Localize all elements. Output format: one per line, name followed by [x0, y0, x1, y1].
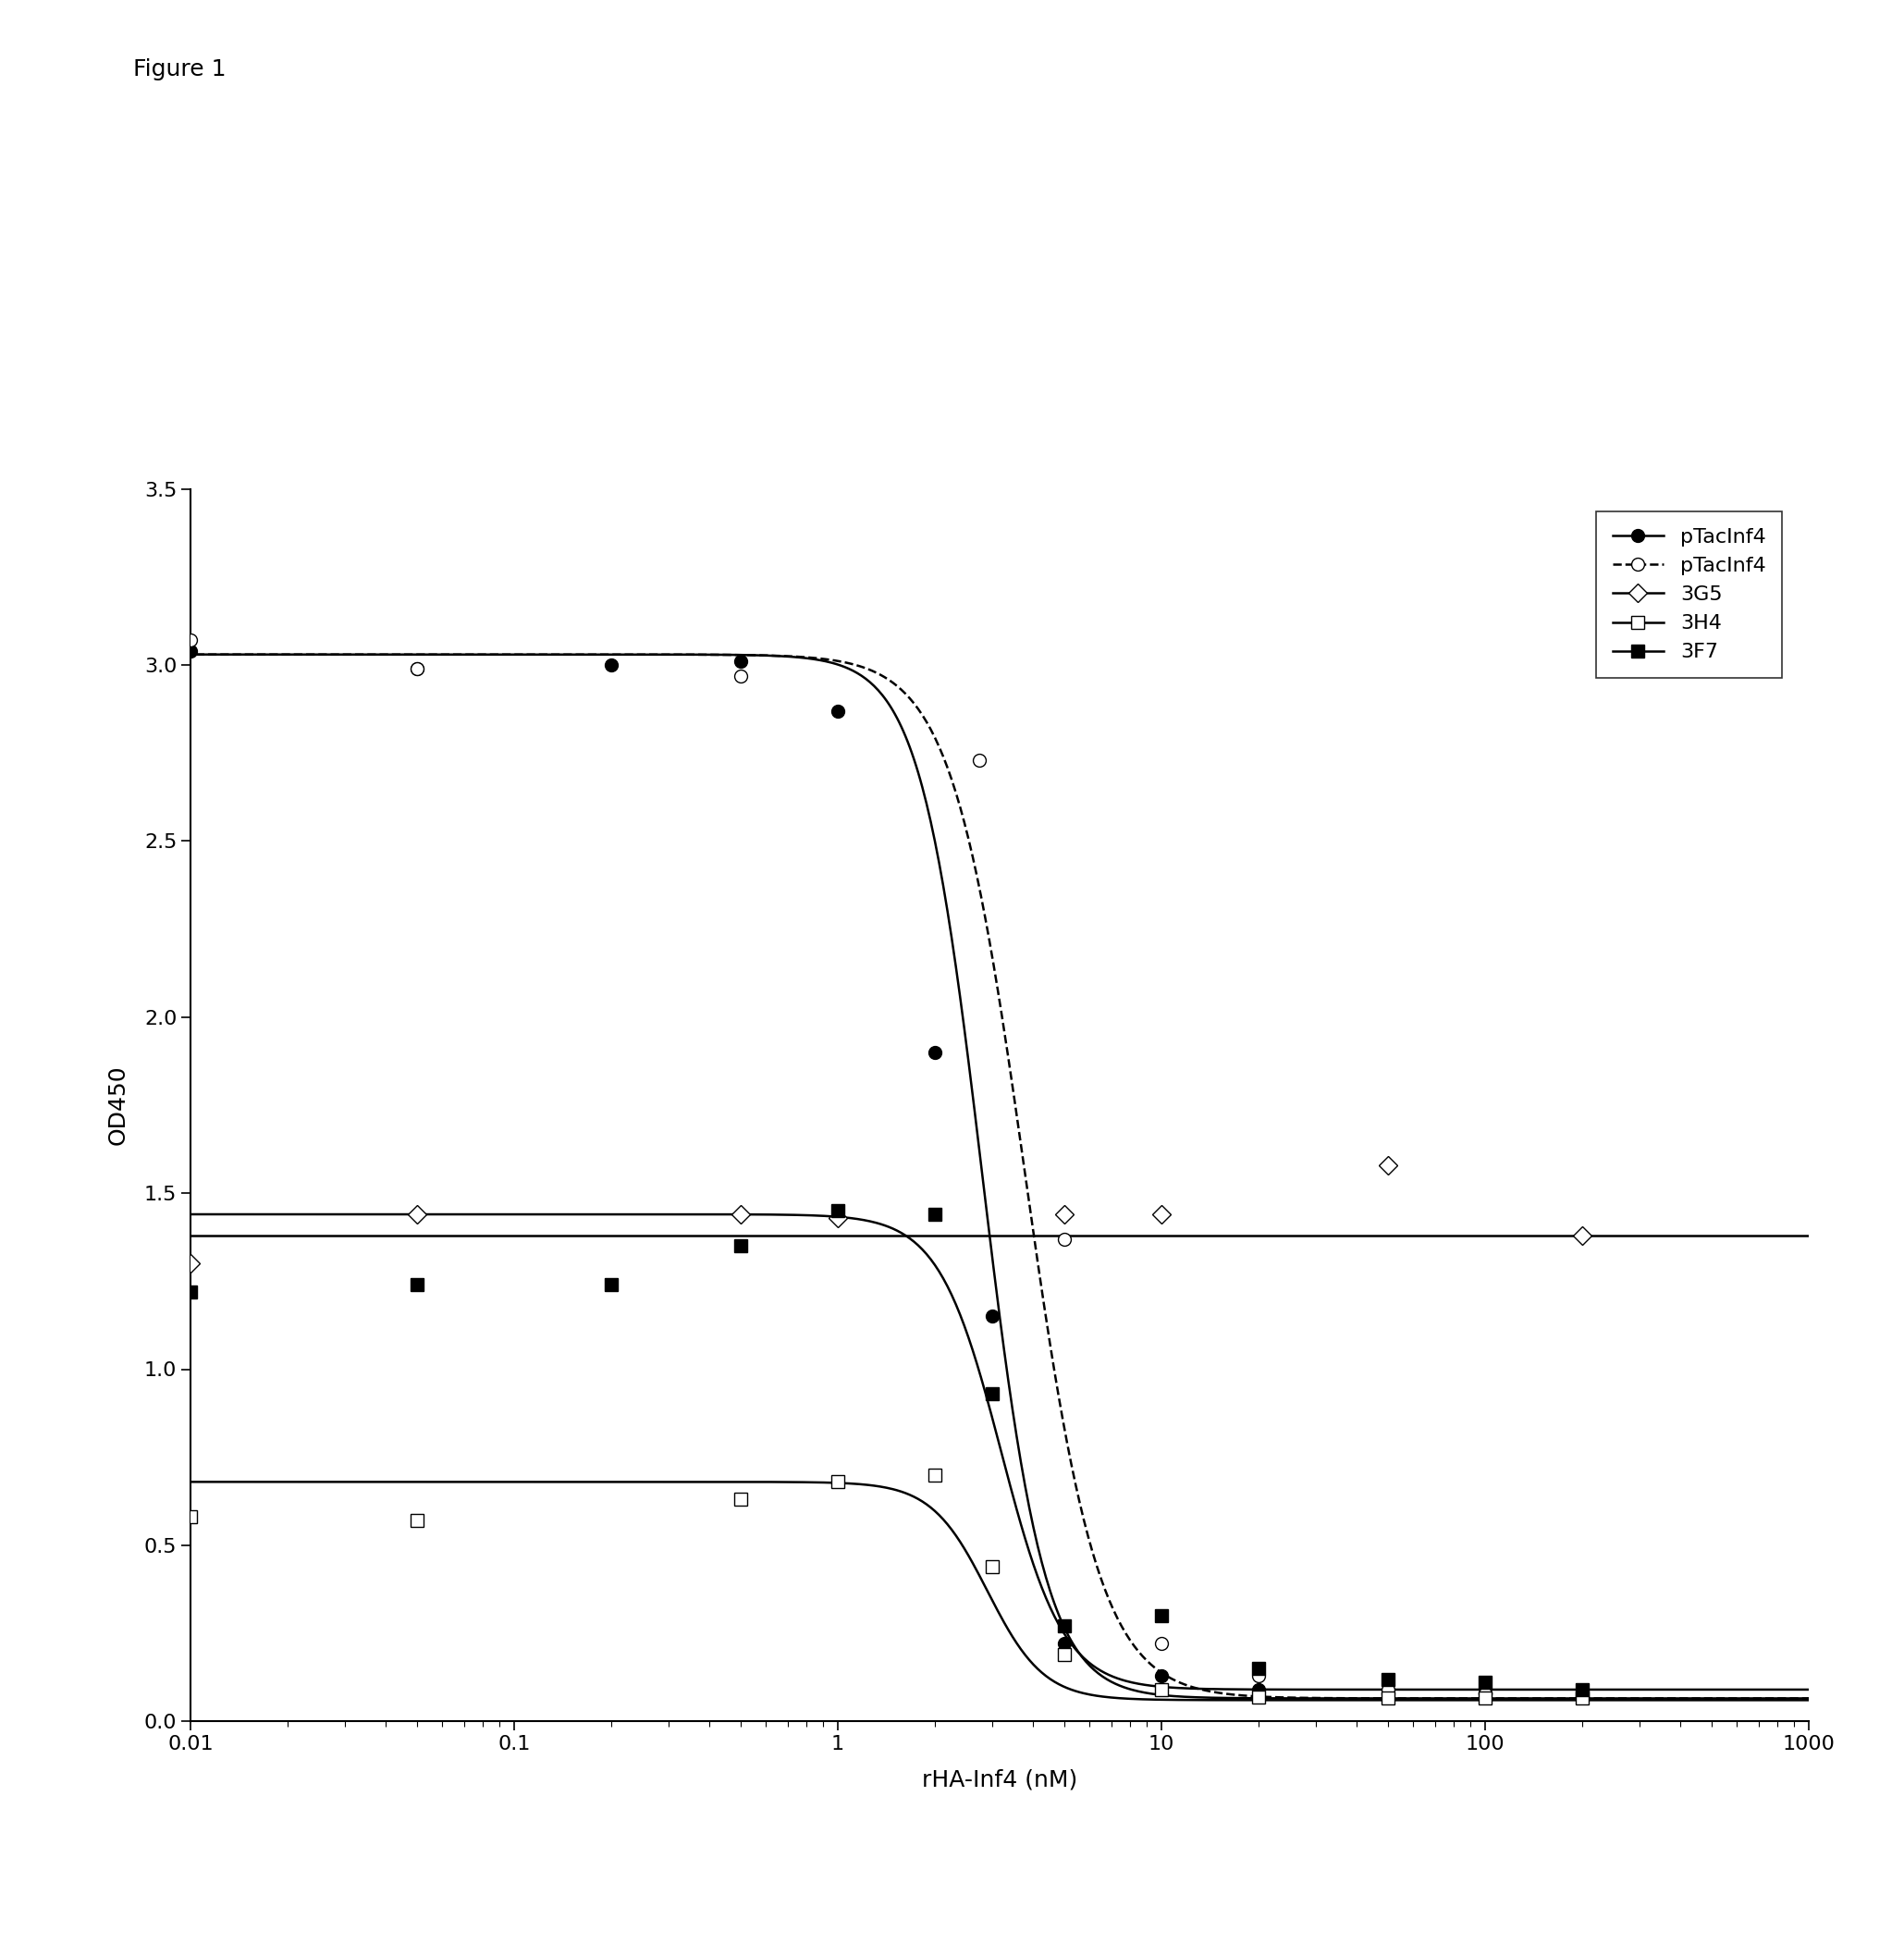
X-axis label: rHA-Inf4 (nM): rHA-Inf4 (nM) [922, 1768, 1078, 1792]
Y-axis label: OD450: OD450 [107, 1066, 129, 1144]
Legend: pTacInf4, pTacInf4, 3G5, 3H4, 3F7: pTacInf4, pTacInf4, 3G5, 3H4, 3F7 [1596, 512, 1782, 679]
Text: Figure 1: Figure 1 [133, 59, 227, 80]
